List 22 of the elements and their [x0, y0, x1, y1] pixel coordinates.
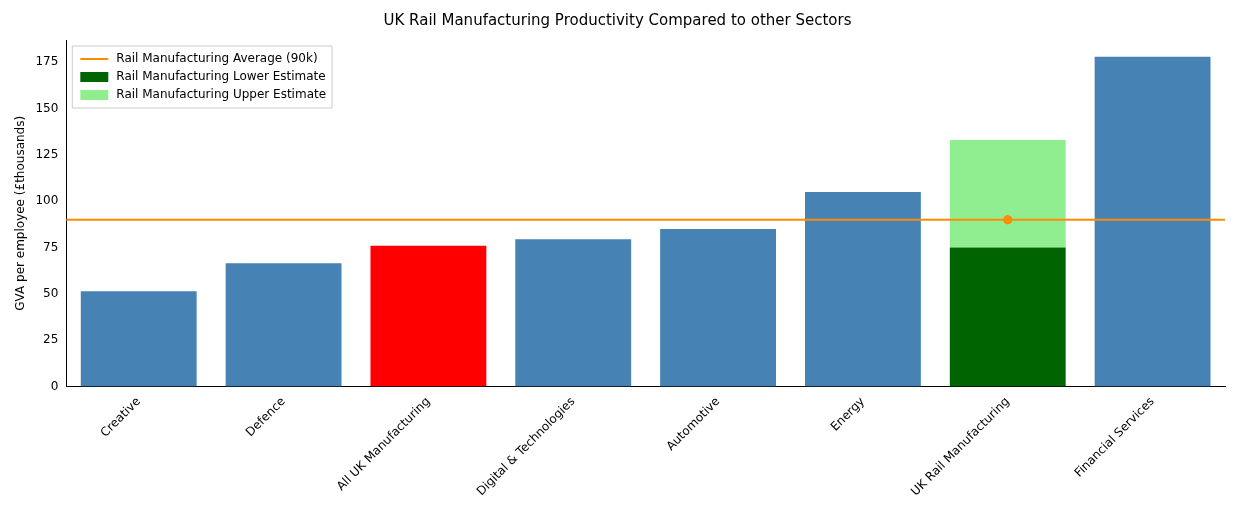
legend-label: Rail Manufacturing Lower Estimate: [116, 69, 326, 84]
bar: [949, 140, 1066, 248]
bar: [515, 239, 632, 387]
bar: [80, 291, 197, 387]
y-tick-label: 125: [35, 147, 59, 162]
bar: [660, 229, 777, 387]
y-tick-label: 100: [35, 193, 59, 208]
y-tick-label: 25: [43, 332, 59, 347]
y-axis-title: GVA per employee (£thousands): [13, 115, 28, 311]
bar: [804, 191, 921, 387]
y-tick-label: 0: [50, 378, 59, 393]
y-tick-label: 175: [35, 54, 59, 69]
y-tick-label: 50: [43, 286, 59, 301]
y-tick-label: 150: [35, 100, 59, 115]
y-tick-label: 75: [43, 239, 59, 254]
bar: [370, 245, 487, 387]
chart-title: UK Rail Manufacturing Productivity Compared to other Sectors: [383, 10, 852, 29]
legend-label: Rail Manufacturing Average (90k): [116, 51, 318, 66]
bar: [1094, 56, 1211, 387]
legend-label: Rail Manufacturing Upper Estimate: [116, 87, 327, 102]
bar: [949, 247, 1066, 387]
bar: [225, 263, 342, 387]
